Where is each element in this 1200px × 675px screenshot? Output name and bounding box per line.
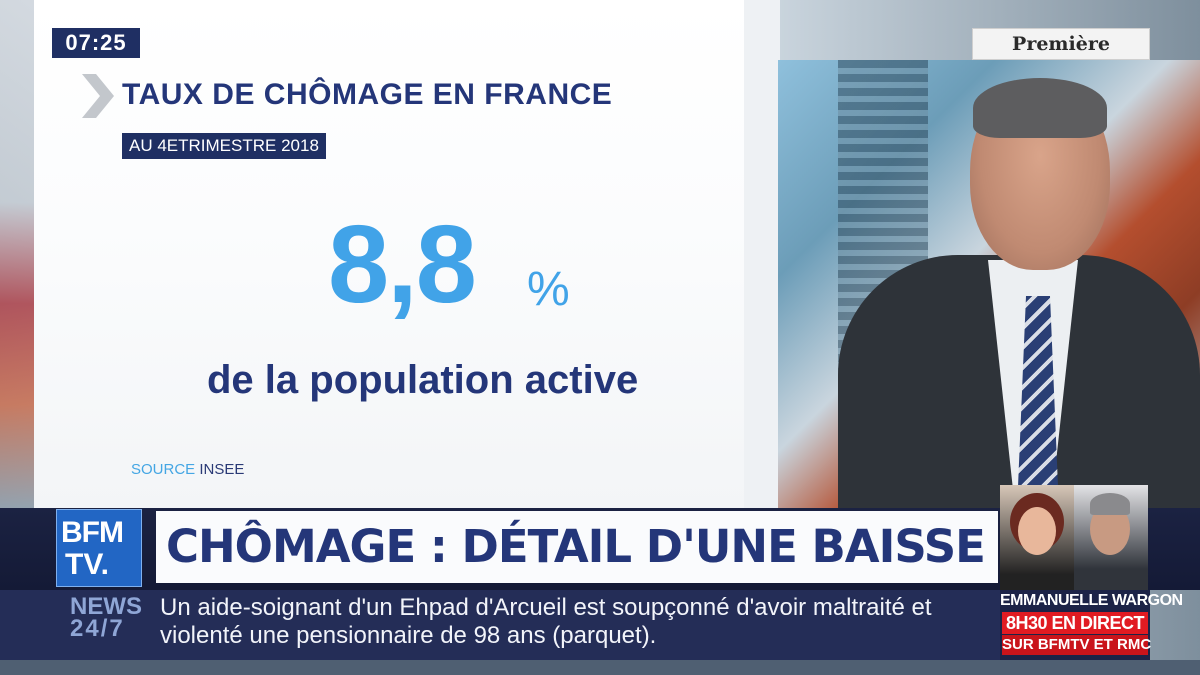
promo-time: 8H30 EN DIRECT: [1002, 612, 1148, 634]
source-label: SOURCE: [131, 461, 196, 478]
guest-face: [1018, 507, 1056, 555]
infographic-panel-edge: [744, 0, 780, 508]
chevron-right-icon: [82, 74, 114, 118]
anchor-tie: [1018, 296, 1058, 508]
guest-photo-woman: [1000, 485, 1074, 590]
channel-logo-line1: BFM: [61, 516, 124, 549]
show-logo: Première édition: [972, 28, 1150, 85]
infographic-caption: de la population active: [207, 358, 639, 402]
guest-hair: [1090, 493, 1130, 515]
source-note: SOURCE INSEE: [131, 461, 244, 478]
news-label-line1: NEWS: [70, 593, 142, 620]
channel-logo: BFM TV.: [56, 509, 142, 587]
infographic-subtitle: AU 4ETRIMESTRE 2018: [122, 133, 326, 159]
infographic-title: TAUX DE CHÔMAGE EN FRANCE: [122, 78, 613, 111]
unemployment-rate-value: 8,8: [328, 203, 477, 326]
guest-thumbnail: [1000, 485, 1148, 590]
headline: CHÔMAGE : DÉTAIL D'UNE BAISSE RECORD.: [156, 511, 998, 583]
channel-logo-line2: TV.: [65, 548, 109, 581]
news-label-line2: 24/7: [70, 615, 125, 642]
news-ticker: [0, 590, 1000, 660]
news-ticker-text: Un aide-soignant d'un Ehpad d'Arcueil es…: [160, 594, 932, 649]
headline-text: CHÔMAGE : DÉTAIL D'UNE BAISSE RECORD: [166, 520, 998, 573]
guest-photo-man: [1074, 485, 1148, 590]
promo-guest-name: EMMANUELLE WARGON: [1000, 592, 1183, 609]
bottom-strip: [0, 660, 1200, 675]
anchor-video: [778, 60, 1200, 508]
unemployment-rate-unit: %: [527, 263, 570, 316]
news-ticker-label: NEWS 24/7: [70, 593, 142, 642]
promo-channels: SUR BFMTV ET RMC: [1002, 635, 1152, 655]
infographic-panel: [34, 0, 778, 508]
source-value: INSEE: [199, 461, 245, 478]
clock: 07:25: [52, 28, 140, 58]
anchor-hair: [973, 78, 1107, 138]
